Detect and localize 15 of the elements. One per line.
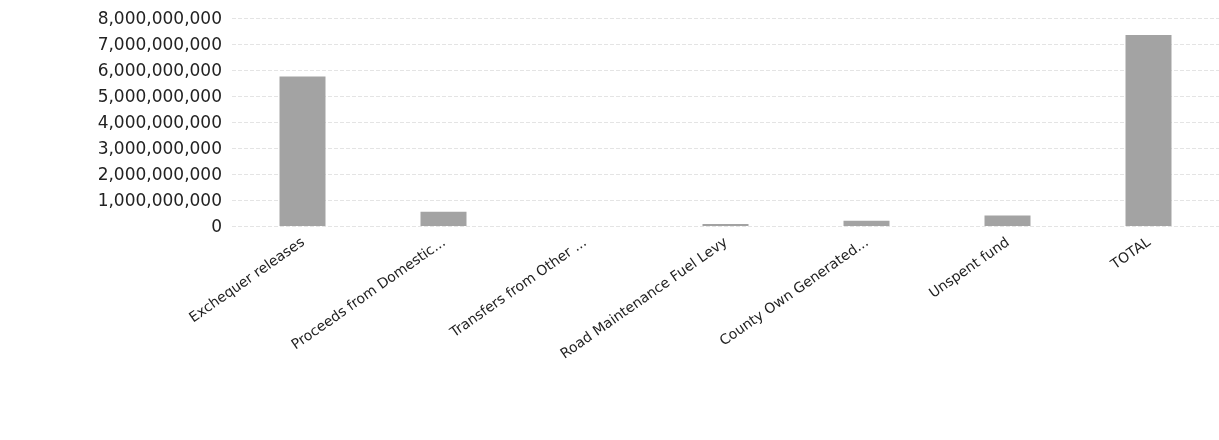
y-tick-label: 4,000,000,000 [97, 112, 222, 132]
y-tick-label: 5,000,000,000 [97, 86, 222, 106]
y-tick-label: 2,000,000,000 [97, 164, 222, 184]
y-tick-label: 7,000,000,000 [97, 34, 222, 54]
y-tick-label: 1,000,000,000 [97, 190, 222, 210]
bar [702, 223, 749, 226]
bar [279, 76, 326, 226]
y-tick-label: 3,000,000,000 [97, 138, 222, 158]
y-tick-label: 8,000,000,000 [97, 8, 222, 28]
bar [420, 211, 467, 226]
y-tick-label: 6,000,000,000 [97, 60, 222, 80]
y-tick-label: 0 [211, 216, 222, 236]
bar [1125, 34, 1172, 226]
bar [984, 215, 1031, 226]
bar [843, 220, 890, 226]
